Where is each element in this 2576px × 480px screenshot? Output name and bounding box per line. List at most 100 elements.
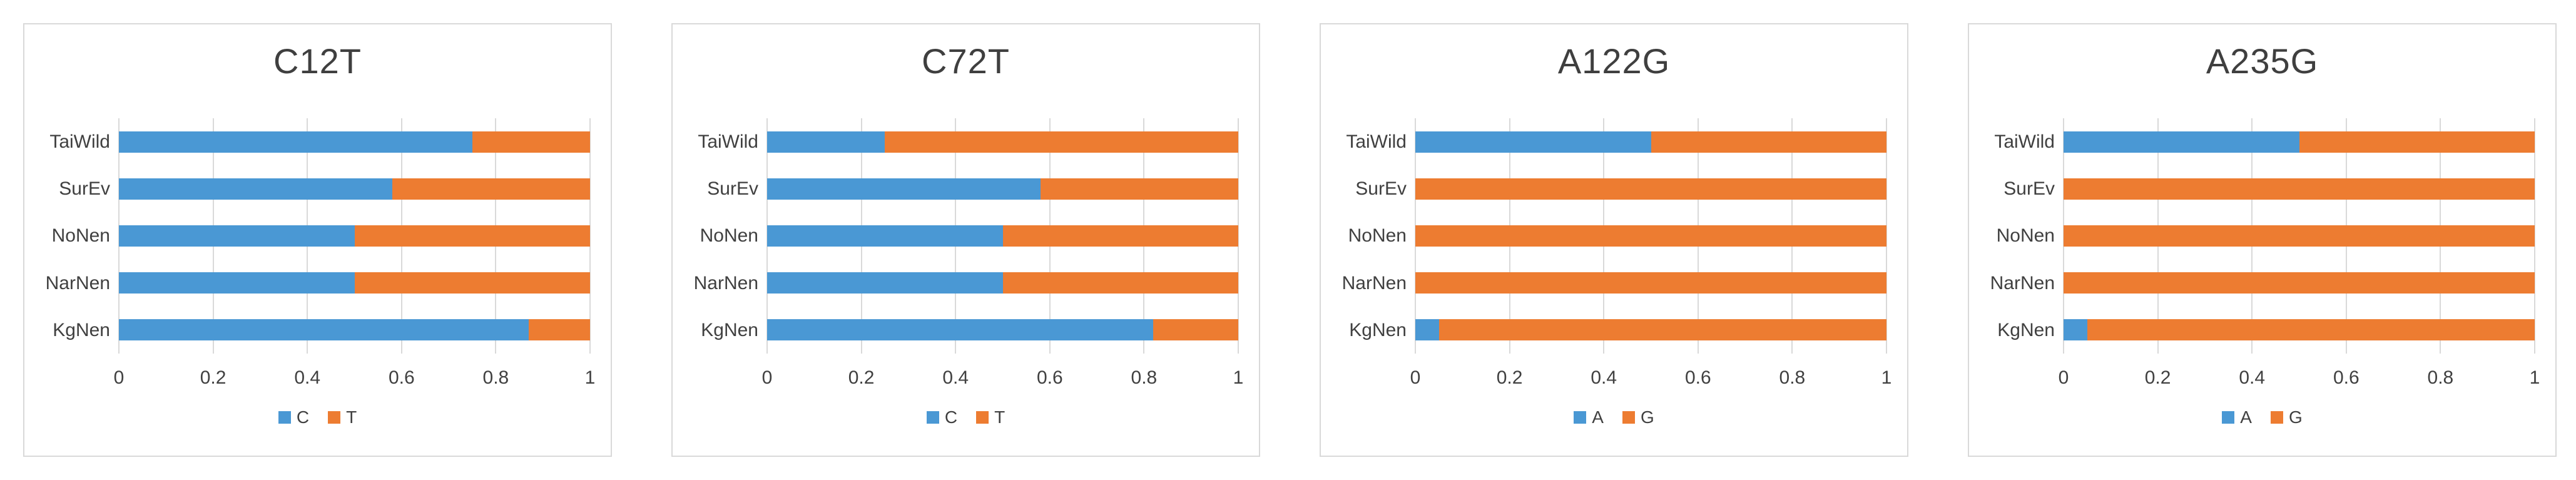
category-label: KgNen xyxy=(53,319,110,340)
category-label: TaiWild xyxy=(1994,131,2055,152)
legend-swatch-icon xyxy=(976,411,989,424)
bar-segment-c xyxy=(119,131,472,153)
bar-segment-g xyxy=(1415,272,1886,294)
bar-segment-g xyxy=(1438,319,1886,341)
legend-item-t: T xyxy=(328,407,357,427)
x-tick-label: 0.8 xyxy=(1131,367,1158,388)
legend-item-t: T xyxy=(976,407,1005,427)
bar-segment-a xyxy=(1415,319,1439,341)
bar-row-surev xyxy=(119,178,590,200)
bar-segment-c xyxy=(119,319,529,341)
bar-segment-t xyxy=(472,131,590,153)
bar-segment-t xyxy=(1040,178,1238,200)
bar-segment-g xyxy=(1651,131,1886,153)
bar-row-narnen xyxy=(119,272,590,294)
chart-panel-a235g: A235G TaiWild SurEv NoNen NarNen KgNen 0 0.2 0… xyxy=(1968,23,2557,457)
chart-title: A235G xyxy=(2206,41,2319,81)
gridline xyxy=(2534,118,2535,354)
bar-segment-t xyxy=(1153,319,1238,341)
bar-row-nonen xyxy=(119,225,590,247)
x-tick-label: 0 xyxy=(1410,367,1421,388)
charts-row: C12T TaiWild SurEv NoNen NarNen KgNen 0 0.2 0.… xyxy=(23,23,2557,457)
bar-segment-c xyxy=(767,225,1003,247)
chart-title: C72T xyxy=(922,41,1010,81)
category-label: NarNen xyxy=(45,272,110,294)
bar-row-nonen xyxy=(1415,225,1886,247)
category-label: NoNen xyxy=(51,225,110,247)
category-label: TaiWild xyxy=(49,131,110,152)
category-label: NarNen xyxy=(693,272,758,294)
x-tick-label: 1 xyxy=(2529,367,2540,388)
chart-title: C12T xyxy=(273,41,362,81)
bar-segment-g xyxy=(2299,131,2535,153)
category-axis: TaiWild SurEv NoNen NarNen KgNen xyxy=(1969,118,2055,354)
x-tick-label: 0.6 xyxy=(2333,367,2360,388)
bar-segment-c xyxy=(767,319,1154,341)
x-tick-label: 0 xyxy=(2058,367,2069,388)
legend-swatch-icon xyxy=(1622,411,1635,424)
x-tick-label: 1 xyxy=(1881,367,1892,388)
category-label: KgNen xyxy=(1997,319,2055,340)
bar-row-taiwild xyxy=(119,131,590,153)
x-tick-label: 1 xyxy=(1233,367,1244,388)
bar-segment-a xyxy=(1415,131,1651,153)
x-tick-label: 0.8 xyxy=(2427,367,2454,388)
category-label: NoNen xyxy=(1996,225,2055,247)
bar-row-narnen xyxy=(1415,272,1886,294)
legend-label: T xyxy=(994,407,1005,427)
bar-segment-g xyxy=(1415,178,1886,200)
legend-label: A xyxy=(1592,407,1604,427)
plot-area xyxy=(118,118,591,354)
x-tick-label: 1 xyxy=(584,367,596,388)
bar-segment-g xyxy=(2064,272,2535,294)
bar-segment-t xyxy=(1002,225,1238,247)
bar-row-surev xyxy=(767,178,1238,200)
category-label: SurEv xyxy=(1355,178,1407,200)
gridline xyxy=(1238,118,1239,354)
x-tick-label: 0.8 xyxy=(482,367,509,388)
bar-row-narnen xyxy=(767,272,1238,294)
legend-item-a: A xyxy=(1574,407,1604,427)
bar-segment-t xyxy=(1002,272,1238,294)
x-tick-label: 0.6 xyxy=(1036,367,1063,388)
legend-swatch-icon xyxy=(926,411,939,424)
bar-row-surev xyxy=(1415,178,1886,200)
category-label: SurEv xyxy=(707,178,758,200)
x-tick-label: 0.4 xyxy=(2239,367,2266,388)
bar-segment-c xyxy=(119,225,355,247)
legend-label: T xyxy=(346,407,357,427)
x-axis-ticks: 0 0.2 0.4 0.6 0.8 1 xyxy=(762,367,1244,392)
bar-row-narnen xyxy=(2064,272,2535,294)
bar-segment-t xyxy=(392,178,590,200)
bar-row-taiwild xyxy=(2064,131,2535,153)
bar-segment-g xyxy=(2064,178,2535,200)
legend-swatch-icon xyxy=(1574,411,1587,424)
legend-label: G xyxy=(2288,407,2303,427)
x-axis-ticks: 0 0.2 0.4 0.6 0.8 1 xyxy=(114,367,596,392)
x-tick-label: 0.2 xyxy=(848,367,875,388)
category-label: KgNen xyxy=(1349,319,1407,340)
legend-swatch-icon xyxy=(2222,411,2235,424)
bar-segment-g xyxy=(2064,225,2535,247)
x-tick-label: 0.2 xyxy=(1496,367,1523,388)
x-tick-label: 0.6 xyxy=(388,367,415,388)
x-tick-label: 0.4 xyxy=(942,367,969,388)
bar-segment-g xyxy=(1415,225,1886,247)
bar-segment-t xyxy=(885,131,1238,153)
category-label: TaiWild xyxy=(698,131,758,152)
bar-row-taiwild xyxy=(767,131,1238,153)
legend-item-g: G xyxy=(1622,407,1654,427)
x-tick-label: 0 xyxy=(113,367,125,388)
bar-row-kgnen xyxy=(2064,319,2535,341)
category-label: NarNen xyxy=(1341,272,1407,294)
category-label: NoNen xyxy=(1348,225,1407,247)
bar-segment-c xyxy=(119,272,355,294)
chart-title: A122G xyxy=(1557,41,1671,81)
legend-swatch-icon xyxy=(328,411,341,424)
legend-label: G xyxy=(1640,407,1654,427)
legend-item-a: A xyxy=(2222,407,2252,427)
plot-area xyxy=(2063,118,2535,354)
